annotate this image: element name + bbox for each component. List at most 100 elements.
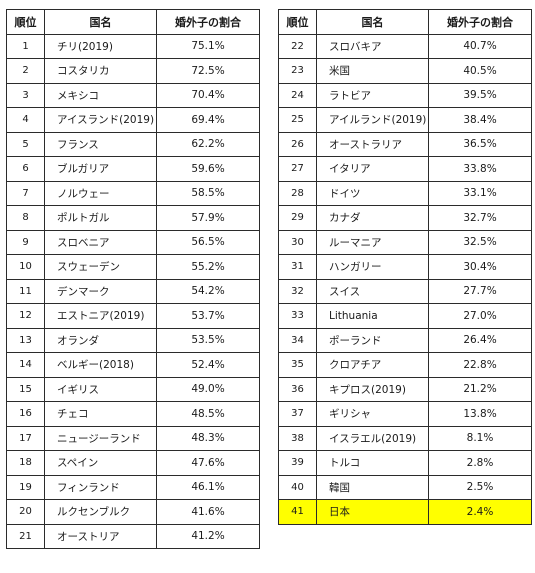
table-row: 22 スロバキア 40.7% [278,33,532,59]
table-row: 30 ルーマニア 32.5% [278,229,532,255]
rank-cell: 20 [6,499,45,525]
ratio-cell: 32.7% [428,205,532,231]
rank-cell: 31 [278,254,317,280]
ratio-cell: 41.6% [156,499,260,525]
country-cell: オランダ [44,327,157,353]
rank-cell: 28 [278,180,317,206]
ratio-cell: 38.4% [428,107,532,133]
ratio-cell: 72.5% [156,58,260,84]
rank-cell: 33 [278,303,317,329]
table-row: 31 ハンガリー 30.4% [278,254,532,280]
ratio-cell: 27.7% [428,278,532,304]
table-row: 9 スロベニア 56.5% [6,229,260,255]
country-cell: フィンランド [44,474,157,500]
country-cell: オーストラリア [316,131,429,157]
table-row: 39 トルコ 2.8% [278,450,532,476]
rank-cell: 14 [6,352,45,378]
table-row: 26 オーストラリア 36.5% [278,131,532,157]
table-row: 18 スペイン 47.6% [6,450,260,476]
ratio-cell: 59.6% [156,156,260,182]
header-rank: 順位 [278,9,317,35]
header-rank: 順位 [6,9,45,35]
country-cell: オーストリア [44,523,157,549]
rank-cell: 4 [6,107,45,133]
rank-cell: 1 [6,33,45,59]
ratio-cell: 22.8% [428,352,532,378]
table-row: 10 スウェーデン 55.2% [6,254,260,280]
table-row: 34 ポーランド 26.4% [278,327,532,353]
rank-cell: 9 [6,229,45,255]
table-row: 2 コスタリカ 72.5% [6,58,260,84]
table-row: 28 ドイツ 33.1% [278,180,532,206]
rank-cell: 12 [6,303,45,329]
country-cell: 米国 [316,58,429,84]
table-row: 19 フィンランド 46.1% [6,474,260,500]
rank-cell: 32 [278,278,317,304]
rank-cell: 35 [278,352,317,378]
country-cell: ブルガリア [44,156,157,182]
table-row: 13 オランダ 53.5% [6,327,260,353]
header-ratio: 婚外子の割合 [156,9,260,35]
country-cell: メキシコ [44,82,157,108]
ratio-cell: 27.0% [428,303,532,329]
ratio-cell: 52.4% [156,352,260,378]
rank-cell: 23 [278,58,317,84]
country-cell: イギリス [44,376,157,402]
table-row: 12 エストニア(2019) 53.7% [6,303,260,329]
ratio-cell: 39.5% [428,82,532,108]
ratio-cell: 56.5% [156,229,260,255]
rank-cell: 15 [6,376,45,402]
country-cell: イタリア [316,156,429,182]
ratio-cell: 53.7% [156,303,260,329]
rank-cell: 30 [278,229,317,255]
rank-cell: 27 [278,156,317,182]
rank-cell: 18 [6,450,45,476]
country-cell: スロベニア [44,229,157,255]
table-row-highlighted: 41 日本 2.4% [278,499,532,525]
table-row: 4 アイスランド(2019) 69.4% [6,107,260,133]
table-row: 3 メキシコ 70.4% [6,82,260,108]
table-row: 17 ニュージーランド 48.3% [6,425,260,451]
table-row: 27 イタリア 33.8% [278,156,532,182]
table-row: 36 キプロス(2019) 21.2% [278,376,532,402]
header-ratio: 婚外子の割合 [428,9,532,35]
table-header-row: 順位 国名 婚外子の割合 [278,9,532,35]
table-row: 16 チェコ 48.5% [6,401,260,427]
ratio-cell: 48.3% [156,425,260,451]
ratio-cell: 62.2% [156,131,260,157]
rank-cell: 41 [278,499,317,525]
table-row: 5 フランス 62.2% [6,131,260,157]
ratio-cell: 55.2% [156,254,260,280]
rank-cell: 16 [6,401,45,427]
table-row: 32 スイス 27.7% [278,278,532,304]
country-cell: フランス [44,131,157,157]
rank-cell: 6 [6,156,45,182]
rank-cell: 2 [6,58,45,84]
rank-cell: 37 [278,401,317,427]
rank-cell: 36 [278,376,317,402]
rank-cell: 25 [278,107,317,133]
country-cell: ノルウェー [44,180,157,206]
ratio-cell: 40.5% [428,58,532,84]
rank-cell: 40 [278,474,317,500]
ranking-table-right: 順位 国名 婚外子の割合 22 スロバキア 40.7% 23 米国 40.5% 24 ラトビア… [278,9,532,525]
ratio-cell: 54.2% [156,278,260,304]
table-body-left: 1 チリ(2019) 75.1% 2 コスタリカ 72.5% 3 メキシコ 70.4% 4 アイスラ… [6,33,260,549]
ratio-cell: 2.4% [428,499,532,525]
table-row: 23 米国 40.5% [278,58,532,84]
country-cell: スロバキア [316,33,429,59]
ratio-cell: 26.4% [428,327,532,353]
country-cell: アイスランド(2019) [44,107,157,133]
table-row: 15 イギリス 49.0% [6,376,260,402]
table-row: 6 ブルガリア 59.6% [6,156,260,182]
table-row: 21 オーストリア 41.2% [6,523,260,549]
country-cell: デンマーク [44,278,157,304]
rank-cell: 8 [6,205,45,231]
country-cell: チェコ [44,401,157,427]
country-cell: ポーランド [316,327,429,353]
rank-cell: 38 [278,425,317,451]
rank-cell: 17 [6,425,45,451]
table-row: 1 チリ(2019) 75.1% [6,33,260,59]
ratio-cell: 53.5% [156,327,260,353]
country-cell: ラトビア [316,82,429,108]
